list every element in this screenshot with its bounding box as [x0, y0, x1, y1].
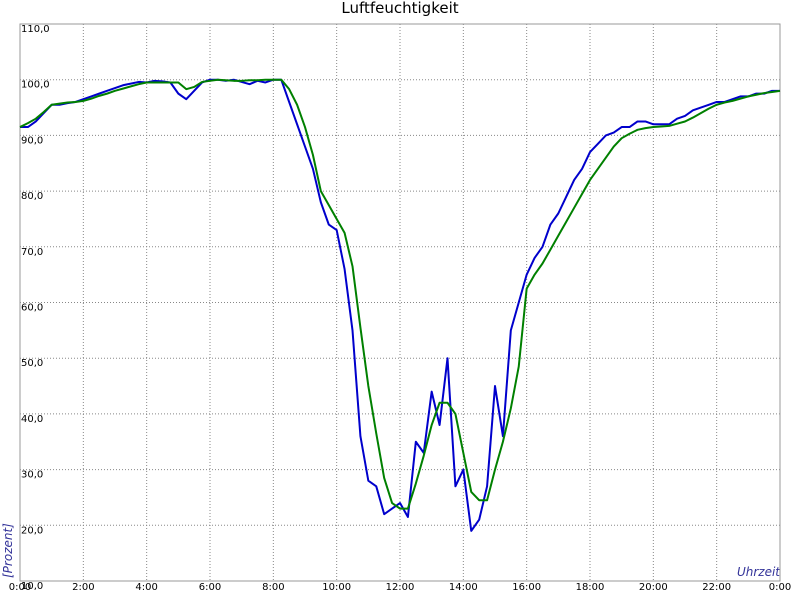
y-tick-label: 80,0	[21, 191, 43, 202]
y-tick-label: 50,0	[21, 358, 43, 369]
x-tick-label: 20:00	[639, 582, 668, 593]
y-tick-label: 30,0	[21, 470, 43, 481]
x-tick-label: 0:00	[9, 582, 31, 593]
x-axis-label: Uhrzeit	[737, 565, 781, 579]
y-tick-label: 10,0	[21, 581, 43, 592]
data-line	[19, 78, 781, 510]
y-tick-label: 40,0	[21, 414, 43, 425]
x-tick-label: 4:00	[135, 582, 157, 593]
x-tick-label: 18:00	[576, 582, 605, 593]
x-tick-label: 12:00	[386, 582, 415, 593]
y-tick-label: 90,0	[21, 135, 43, 146]
y-tick-label: 100,0	[21, 80, 50, 91]
x-tick-label: 8:00	[262, 582, 284, 593]
y-tick-label: 70,0	[21, 247, 43, 258]
y-axis-label: [Prozent]	[1, 523, 15, 578]
x-tick-label: 0:00	[769, 582, 791, 593]
chart-title: Luftfeuchtigkeit	[341, 0, 458, 17]
x-tick-label: 16:00	[512, 582, 541, 593]
y-tick-label: 20,0	[21, 525, 43, 536]
x-tick-label: 6:00	[199, 582, 221, 593]
x-tick-label: 22:00	[702, 582, 731, 593]
x-tick-label: 2:00	[72, 582, 94, 593]
y-tick-label: 60,0	[21, 303, 43, 314]
x-tick-label: 10:00	[322, 582, 351, 593]
x-tick-label: 14:00	[449, 582, 478, 593]
plot-frame	[19, 23, 781, 582]
y-tick-label: 110,0	[21, 24, 50, 35]
